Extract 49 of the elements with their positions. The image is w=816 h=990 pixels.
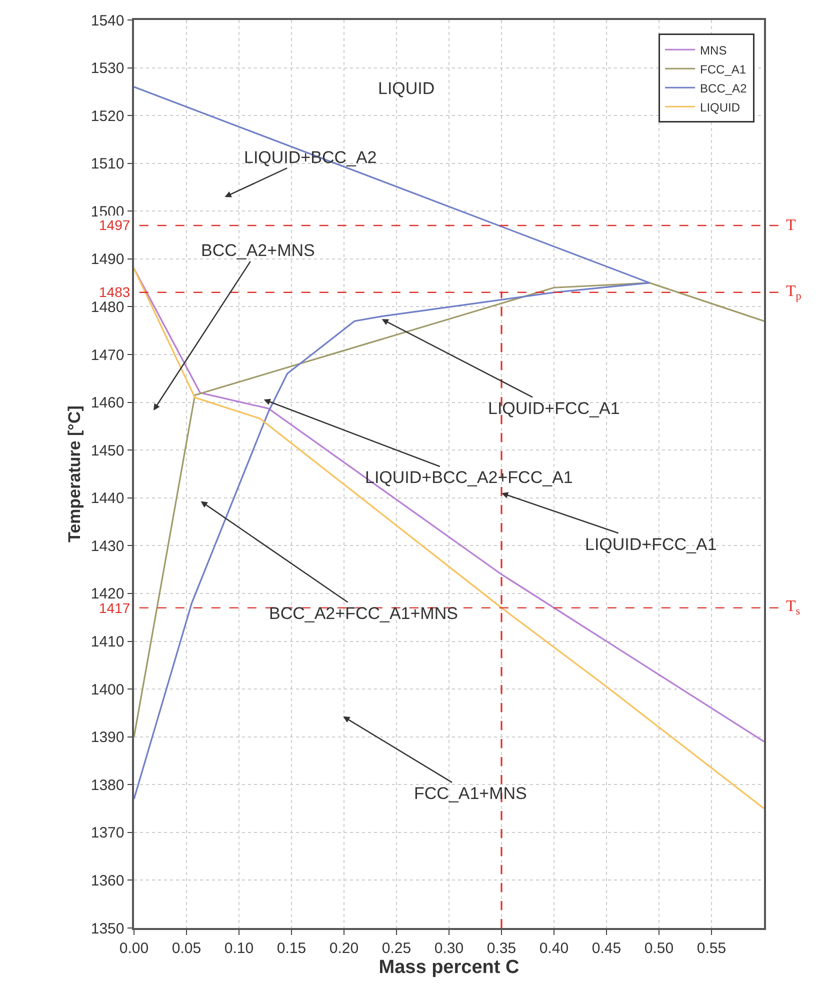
legend-label: LIQUID: [700, 100, 740, 114]
ref-line-label: T$_{p}$: [786, 283, 802, 302]
annotation: 1483: [99, 284, 130, 300]
y-tick-label: 1540: [90, 12, 124, 30]
y-tick-label: 1520: [90, 108, 124, 125]
x-tick-label: 0.25: [382, 940, 412, 957]
x-tick-label: 0.35: [486, 940, 516, 957]
annotation: LIQUID: [378, 79, 435, 98]
x-axis-title: Mass percent C: [378, 957, 520, 978]
annotation: FCC_A1+MNS: [414, 784, 527, 803]
y-tick-label: 1430: [90, 538, 124, 555]
annotation: LIQUID+FCC_A1: [585, 535, 717, 554]
x-tick-label: 0.00: [119, 940, 149, 957]
legend-label: FCC_A1: [700, 62, 746, 76]
x-tick-label: 0.15: [276, 940, 306, 957]
legend-label: MNS: [700, 43, 727, 58]
y-tick-label: 1450: [90, 442, 124, 460]
x-tick-label: 0.30: [434, 940, 464, 957]
y-tick-label: 1410: [90, 634, 124, 651]
ref-line-label: T: [786, 217, 796, 234]
y-tick-label: 1490: [90, 251, 124, 268]
y-tick-label: 1390: [90, 729, 124, 746]
annotation: BCC_A2+FCC_A1+MNS: [269, 604, 458, 623]
y-tick-label: 1460: [90, 394, 124, 412]
y-tick-label: 1360: [90, 872, 124, 890]
x-tick-label: 0.45: [592, 940, 622, 957]
x-tick-label: 0.40: [539, 940, 569, 957]
y-tick-label: 1420: [90, 586, 124, 603]
y-tick-label: 1400: [90, 681, 124, 698]
x-tick-label: 0.10: [224, 940, 254, 957]
annotation: BCC_A2+MNS: [201, 241, 315, 260]
y-tick-label: 1470: [90, 346, 124, 364]
y-tick-label: 1370: [90, 824, 124, 842]
annotation: 1417: [99, 600, 130, 616]
y-tick-label: 1510: [90, 156, 124, 173]
y-tick-label: 1480: [90, 298, 124, 316]
y-tick-label: 1380: [90, 776, 124, 794]
x-tick-label: 0.50: [644, 940, 674, 957]
x-tick-label: 0.20: [329, 940, 359, 957]
y-tick-label: 1350: [90, 920, 124, 938]
y-tick-label: 1530: [90, 60, 124, 78]
ref-line-label: T$_{s}$: [786, 598, 800, 618]
x-tick-label: 0.55: [696, 940, 726, 957]
annotation: 1497: [99, 217, 130, 233]
y-axis-title: Temperature [°C]: [64, 406, 84, 542]
annotation: LIQUID+FCC_A1: [488, 399, 620, 418]
y-tick-label: 1440: [90, 490, 124, 508]
legend-label: BCC_A2: [700, 81, 748, 96]
x-tick-label: 0.05: [172, 940, 202, 957]
